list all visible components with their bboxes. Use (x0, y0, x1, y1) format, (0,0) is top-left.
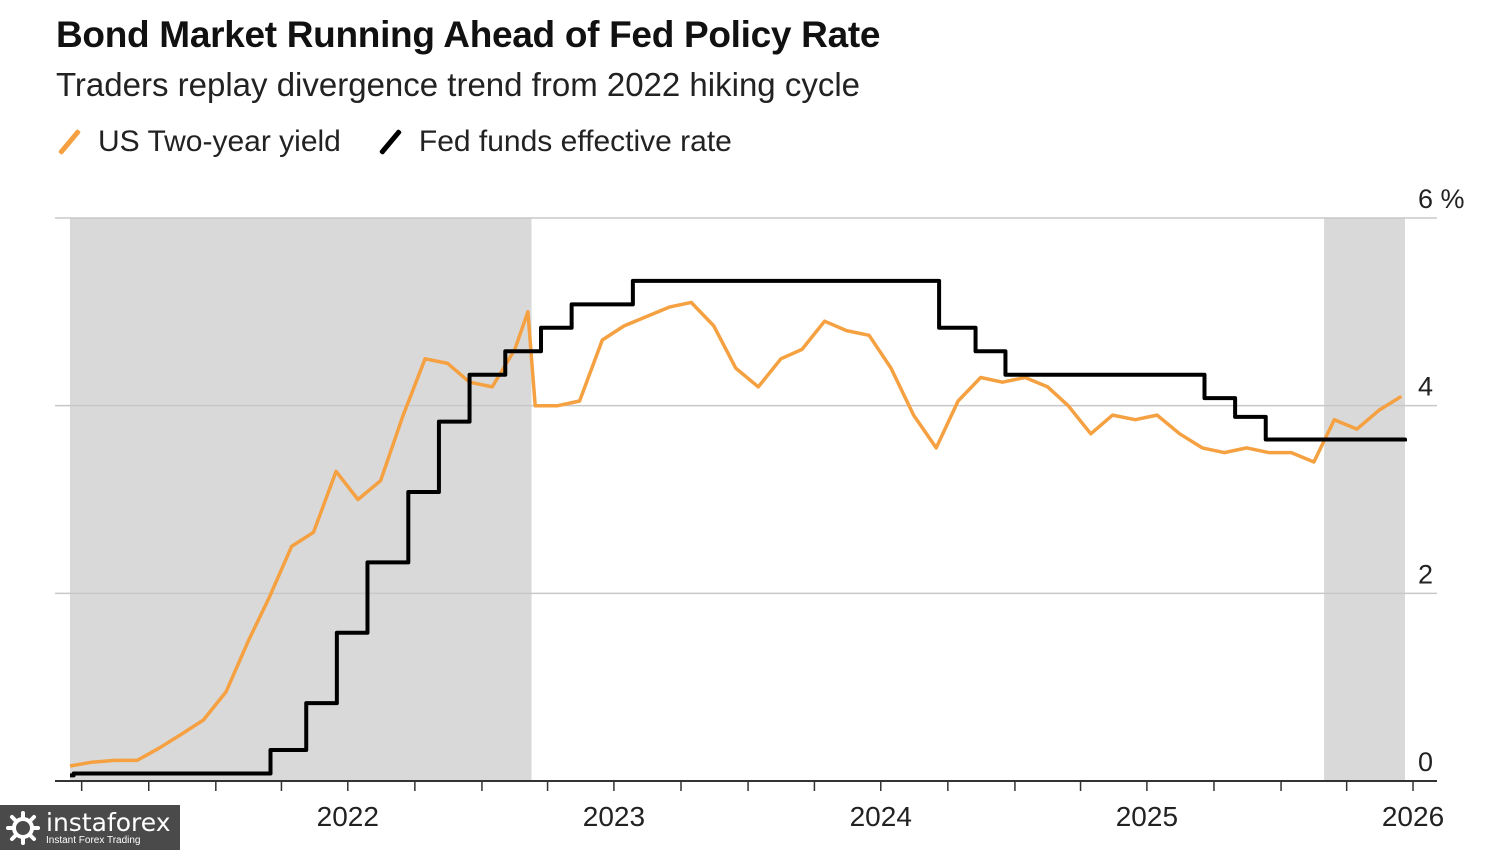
shaded-period-1 (1324, 218, 1405, 781)
instaforex-watermark: instaforex Instant Forex Trading (0, 805, 180, 850)
legend-item-two-year-yield[interactable]: US Two-year yield (56, 125, 341, 159)
y-tick-label-0: 0 (1418, 747, 1433, 777)
chart-title: Bond Market Running Ahead of Fed Policy … (56, 14, 881, 55)
legend-item-fed-funds[interactable]: Fed funds effective rate (377, 125, 732, 159)
series-line-two-year-yield (69, 300, 1403, 768)
chart-subtitle: Traders replay divergence trend from 202… (56, 66, 861, 103)
legend-label-fed-funds: Fed funds effective rate (418, 125, 732, 158)
shaded-period-0 (70, 218, 532, 781)
series-line-fed-funds-rate (70, 278, 1407, 778)
legend-label-two-year-yield: US Two-year yield (98, 125, 341, 158)
y-tick-label-4: 4 (1418, 372, 1433, 402)
watermark-tagline: Instant Forex Trading (46, 834, 141, 846)
x-tick-label-2022: 2022 (317, 801, 379, 832)
watermark-name: instaforex (46, 807, 171, 837)
x-tick-label-2024: 2024 (850, 801, 912, 832)
instaforex-logo-icon (6, 810, 40, 845)
legend: US Two-year yield Fed funds effective ra… (56, 122, 768, 162)
x-tick-label-2023: 2023 (583, 801, 645, 832)
y-tick-label-2: 2 (1418, 559, 1433, 589)
x-tick-label-2025: 2025 (1116, 801, 1178, 832)
y-tick-label-6: 6 % (1418, 184, 1465, 214)
x-tick-label-2026: 2026 (1382, 801, 1444, 832)
